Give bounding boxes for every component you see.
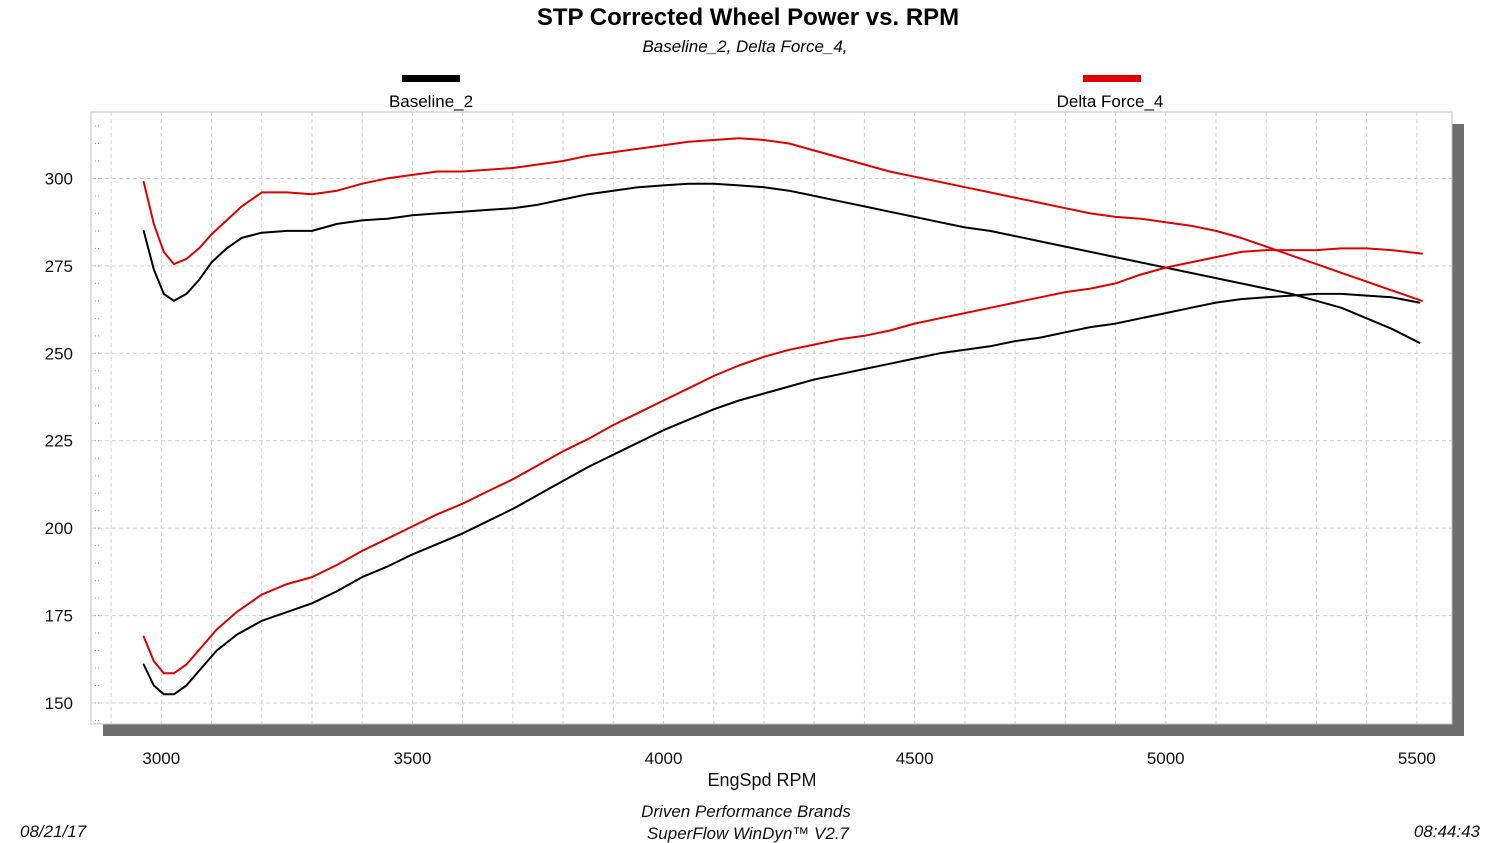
y-tick-label: 250: [45, 344, 73, 363]
x-tick-label: 3000: [142, 749, 180, 768]
x-tick-label: 4000: [645, 749, 683, 768]
x-axis-label: EngSpd RPM: [707, 770, 816, 790]
x-tick-labels: 3000 3500 4000 4500 5000 5500: [142, 749, 1435, 768]
legend-swatch-delta-force: [1083, 75, 1141, 82]
series-line-delta-force-torque: [142, 247, 1423, 675]
y-tick-label: 150: [45, 694, 73, 713]
legend-label-delta-force: Delta Force_4: [1057, 92, 1164, 111]
y-tick-label: 275: [45, 257, 73, 276]
footer-company: Driven Performance Brands: [641, 802, 851, 821]
x-tick-label: 3500: [394, 749, 432, 768]
chart-subtitle: Baseline_2, Delta Force_4,: [642, 37, 847, 56]
footer-software: SuperFlow WinDyn™ V2.7: [647, 824, 850, 843]
chart-title: STP Corrected Wheel Power vs. RPM: [537, 4, 959, 31]
legend-swatch-baseline: [402, 75, 460, 82]
x-tick-label: 5500: [1398, 749, 1436, 768]
y-tick-label: 225: [45, 432, 73, 451]
y-tick-labels: 150 175 200 225 250 275 300: [45, 169, 73, 713]
y-tick-label: 200: [45, 519, 73, 538]
legend: Baseline_2 Delta Force_4: [389, 75, 1163, 111]
series-line-baseline-power: [142, 182, 1421, 344]
footer-date: 08/21/17: [20, 822, 87, 841]
x-tick-label: 5000: [1147, 749, 1185, 768]
footer-time: 08:44:43: [1414, 822, 1481, 841]
legend-label-baseline: Baseline_2: [389, 92, 473, 111]
plot-area: [90, 111, 1453, 725]
plot-shadow-bottom: [103, 724, 1464, 736]
series-line-delta-force-power: [142, 137, 1423, 302]
y-tick-label: 300: [45, 169, 73, 188]
series-line-baseline-torque: [142, 292, 1421, 696]
plot-shadow-right: [1452, 124, 1464, 736]
y-tick-label: 175: [45, 607, 73, 626]
grid: [91, 112, 1452, 724]
series-lines: [142, 137, 1423, 696]
x-tick-label: 4500: [896, 749, 934, 768]
